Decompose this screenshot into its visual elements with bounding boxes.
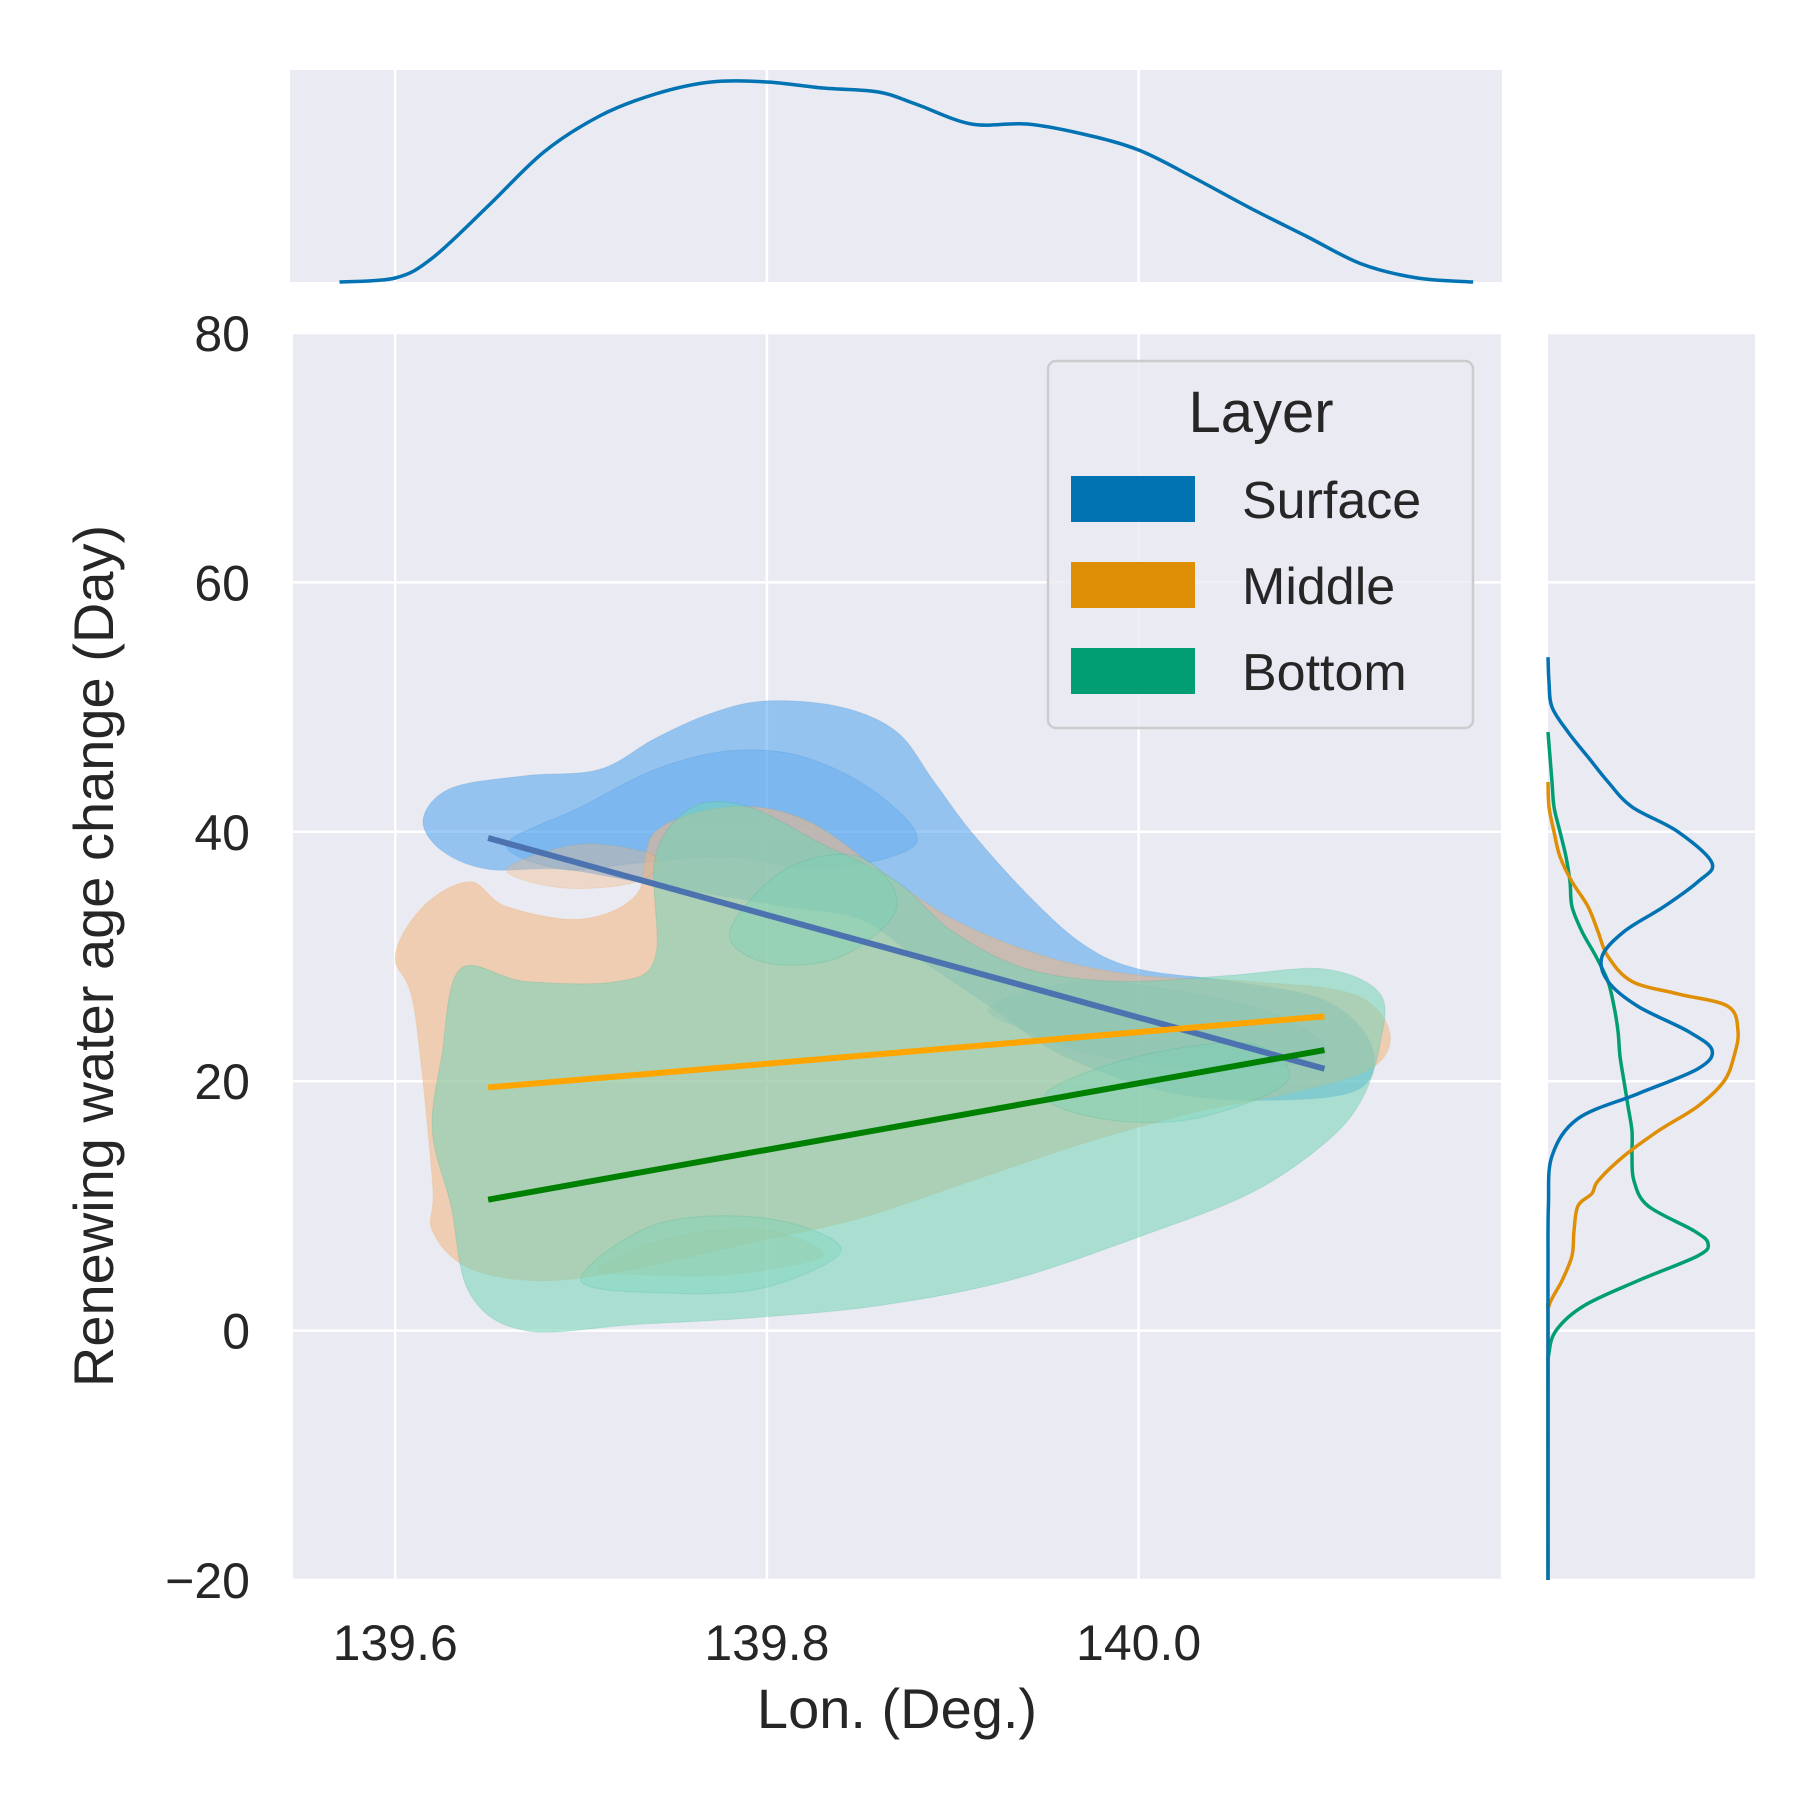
legend-swatch-bottom xyxy=(1071,648,1195,694)
y-tick-label: 40 xyxy=(194,805,250,861)
right-marginal-curves xyxy=(1545,657,1740,1581)
x-tick-labels: 139.6 139.8 140.0 xyxy=(333,1615,1202,1671)
x-tick-label: 139.8 xyxy=(704,1615,829,1671)
kde-region-bottom xyxy=(431,800,1386,1333)
x-tick-label: 139.6 xyxy=(333,1615,458,1671)
kde-region-bottom xyxy=(1044,1042,1290,1123)
regression-line-middle xyxy=(487,1013,1325,1091)
regression-line-bottom xyxy=(487,1047,1325,1203)
legend-label-surface: Surface xyxy=(1242,472,1421,530)
y-tick-labels: −20 0 20 40 60 80 xyxy=(165,306,250,1609)
legend-swatch-surface xyxy=(1071,476,1195,522)
legend-frame xyxy=(1046,359,1475,730)
top-marginal-panel xyxy=(290,70,1502,284)
top-marginal-curves xyxy=(339,79,1474,284)
y-tick-label: 20 xyxy=(194,1054,250,1110)
right-marginal-background xyxy=(1548,333,1755,1580)
y-tick-label: −20 xyxy=(165,1553,250,1609)
main-plot-panel xyxy=(293,331,1501,1582)
regression-lines xyxy=(487,835,1326,1203)
y-tick-label: 60 xyxy=(194,555,250,611)
top-marginal-background xyxy=(290,70,1502,282)
legend-swatch-middle xyxy=(1071,562,1195,608)
y-axis-label: Renewing water age change (Day) xyxy=(62,525,125,1387)
right-marginal-curve-bottom xyxy=(1546,731,1711,1581)
right-marginal-curve-middle xyxy=(1545,781,1740,1581)
x-tick-label: 140.0 xyxy=(1076,1615,1201,1671)
legend: Layer Surface Middle Bottom xyxy=(1046,359,1475,730)
y-tick-label: 80 xyxy=(194,306,250,362)
right-marginal-curve-surface xyxy=(1546,657,1715,1581)
top-marginal-grid xyxy=(393,70,1140,282)
right-marginal-grid xyxy=(1548,331,1755,1582)
y-tick-label: 0 xyxy=(222,1304,250,1360)
kde-region-bottom xyxy=(580,1215,842,1295)
legend-label-middle: Middle xyxy=(1242,558,1395,616)
right-marginal-panel xyxy=(1545,331,1755,1582)
legend-title: Layer xyxy=(1188,380,1333,445)
x-axis-label: Lon. (Deg.) xyxy=(757,1677,1037,1740)
top-marginal-curve-surface xyxy=(339,79,1474,284)
legend-label-bottom: Bottom xyxy=(1242,644,1407,702)
